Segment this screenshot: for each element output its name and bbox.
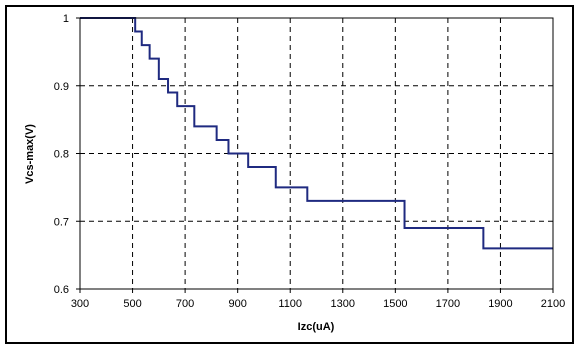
y-tick-label: 1 bbox=[63, 13, 69, 25]
x-tick-label: 500 bbox=[123, 298, 141, 310]
y-tick-label: 0.7 bbox=[54, 216, 69, 228]
tick-layer: 300 500 700 900 1100 1300 1500 1700 1900 2100 0.6 0… bbox=[54, 13, 566, 310]
x-tick-label: 2100 bbox=[541, 298, 565, 310]
x-tick-label: 700 bbox=[176, 298, 194, 310]
x-tick-label: 1900 bbox=[488, 298, 512, 310]
y-axis-title: Vcs-max(V) bbox=[24, 124, 36, 184]
y-tick-label: 0.9 bbox=[54, 81, 69, 93]
series-layer bbox=[80, 17, 553, 250]
grid-layer bbox=[80, 18, 553, 289]
y-tick-label: 0.8 bbox=[54, 149, 69, 161]
x-tick-label: 1300 bbox=[331, 298, 355, 310]
x-tick-label: 300 bbox=[71, 298, 89, 310]
x-axis-title: Izc(uA) bbox=[298, 321, 335, 333]
outer-frame bbox=[5, 5, 574, 344]
x-tick-label: 1700 bbox=[436, 298, 460, 310]
x-tick-label: 900 bbox=[228, 298, 246, 310]
x-tick-label: 1100 bbox=[278, 298, 302, 310]
x-tick-label: 1500 bbox=[383, 298, 407, 310]
y-tick-label: 0.6 bbox=[54, 284, 69, 296]
series-line-0 bbox=[80, 17, 553, 250]
